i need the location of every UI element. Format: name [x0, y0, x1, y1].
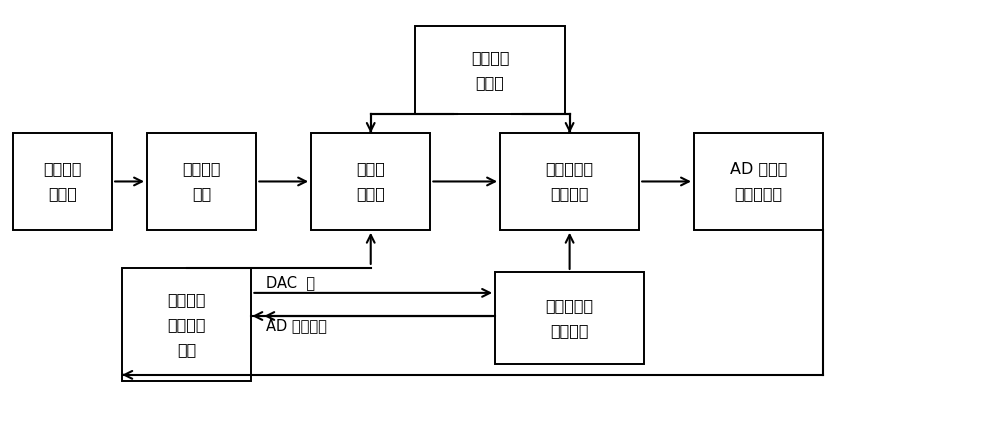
Text: 阵列连接: 阵列连接 — [182, 161, 221, 176]
Text: 的电压转换: 的电压转换 — [734, 187, 783, 201]
Bar — [694, 133, 823, 230]
Text: 电压电路: 电压电路 — [550, 323, 589, 338]
Text: 负电压转: 负电压转 — [471, 50, 509, 65]
Text: 传感器: 传感器 — [48, 187, 77, 201]
Text: 电子切: 电子切 — [356, 161, 385, 176]
Text: 换开关: 换开关 — [356, 187, 385, 201]
Text: 电流转电压: 电流转电压 — [546, 161, 594, 176]
Text: 换电路: 换电路 — [476, 75, 504, 90]
Text: 放大电路: 放大电路 — [550, 187, 589, 201]
Text: 系统: 系统 — [177, 342, 196, 357]
Bar — [311, 133, 430, 230]
Text: 消输入偏置: 消输入偏置 — [546, 298, 594, 313]
Text: AD 范围内: AD 范围内 — [730, 161, 787, 176]
Text: 腐蚀阵列: 腐蚀阵列 — [43, 161, 82, 176]
Text: DAC  输: DAC 输 — [266, 275, 315, 290]
Text: 电路: 电路 — [192, 187, 211, 201]
Bar — [147, 133, 256, 230]
Bar — [415, 26, 565, 114]
Text: AD 转换输入: AD 转换输入 — [266, 318, 327, 333]
Bar — [495, 272, 644, 364]
Text: 单片机控: 单片机控 — [168, 292, 206, 307]
Text: 制与采样: 制与采样 — [168, 317, 206, 332]
Bar — [500, 133, 639, 230]
Bar — [122, 268, 251, 381]
Bar — [13, 133, 112, 230]
